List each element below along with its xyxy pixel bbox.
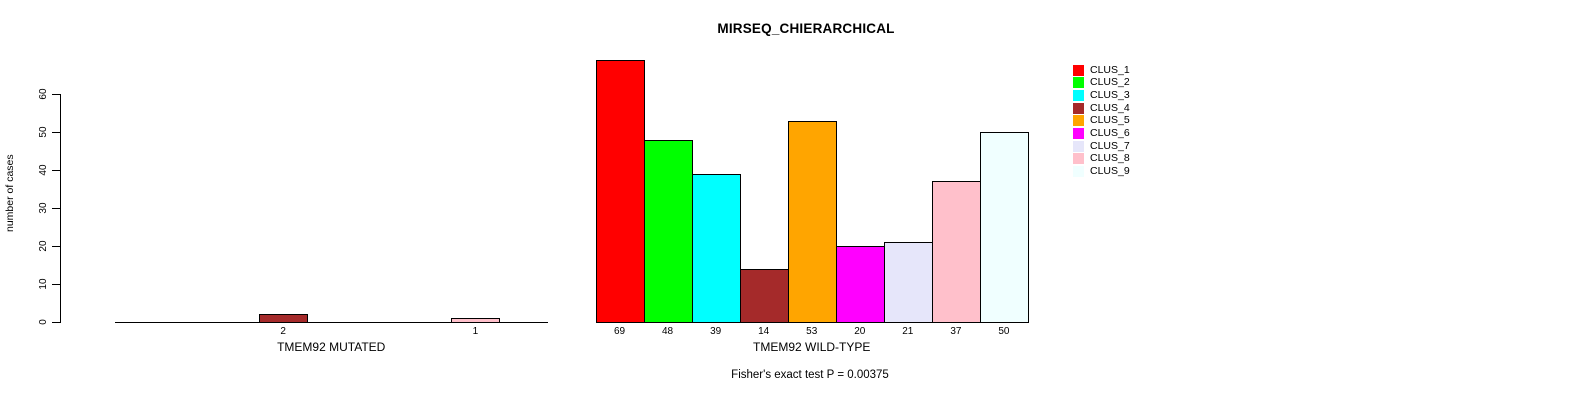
- y-tick-label: 40: [38, 164, 49, 176]
- y-tick: [52, 132, 60, 134]
- y-tick: [52, 322, 60, 324]
- bar: [691, 173, 741, 324]
- legend-swatch: [1073, 166, 1084, 178]
- fisher-test-annotation: Fisher's exact test P = 0.00375: [731, 369, 889, 381]
- bar-value-label: 14: [758, 326, 770, 337]
- zero-bar-line: [307, 322, 357, 324]
- zero-bar-line: [499, 322, 549, 324]
- bar-value-label: 37: [950, 326, 962, 337]
- y-tick: [52, 246, 60, 248]
- bar: [259, 314, 309, 324]
- bar: [451, 318, 501, 324]
- group-label: TMEM92 WILD-TYPE: [753, 340, 871, 354]
- bar: [979, 132, 1029, 324]
- bar: [643, 139, 693, 324]
- bar: [835, 246, 885, 324]
- legend-label: CLUS_3: [1090, 88, 1130, 101]
- bar-value-label: 39: [710, 326, 722, 337]
- y-tick: [52, 284, 60, 286]
- chart-title: MIRSEQ_CHIERARCHICAL: [717, 21, 895, 36]
- legend-swatch: [1073, 89, 1084, 101]
- bar-value-label: 69: [613, 326, 626, 337]
- legend-swatch: [1073, 140, 1084, 152]
- y-tick: [52, 170, 60, 172]
- legend-label: CLUS_7: [1090, 139, 1130, 152]
- y-axis-line: [60, 94, 62, 323]
- y-tick-label: 30: [38, 202, 49, 214]
- legend-label: CLUS_1: [1090, 63, 1130, 76]
- y-tick-label: 20: [38, 240, 49, 252]
- bar-value-label: 2: [280, 326, 286, 337]
- legend-label: CLUS_4: [1090, 101, 1130, 114]
- zero-bar-line: [403, 322, 453, 324]
- legend-swatch: [1073, 128, 1084, 139]
- y-tick-label: 50: [38, 126, 49, 138]
- legend-swatch: [1073, 77, 1084, 89]
- bar: [883, 242, 933, 324]
- bar-value-label: 1: [472, 326, 479, 337]
- y-tick: [52, 94, 60, 96]
- legend-label: CLUS_8: [1090, 152, 1130, 165]
- y-tick-label: 0: [38, 319, 49, 325]
- zero-bar-line: [115, 322, 165, 324]
- bar: [595, 59, 645, 324]
- bar-value-label: 20: [854, 326, 866, 337]
- legend-label: CLUS_9: [1090, 165, 1130, 178]
- zero-bar-line: [355, 322, 405, 324]
- group-label: TMEM92 MUTATED: [277, 340, 386, 354]
- bar-value-label: 50: [998, 326, 1010, 337]
- legend-label: CLUS_6: [1090, 127, 1130, 139]
- bar: [787, 120, 837, 324]
- legend-swatch: [1073, 115, 1084, 127]
- y-tick-label: 10: [38, 278, 49, 290]
- legend-label: CLUS_5: [1090, 114, 1130, 127]
- y-axis-label: number of cases: [4, 154, 16, 232]
- bar: [931, 181, 981, 324]
- legend-swatch: [1073, 102, 1084, 114]
- legend-label: CLUS_2: [1090, 76, 1130, 89]
- legend-swatch: [1073, 153, 1084, 165]
- legend-swatch: [1073, 64, 1084, 76]
- bar-value-label: 48: [662, 326, 674, 337]
- bar: [739, 268, 789, 324]
- y-tick-label: 60: [38, 88, 49, 100]
- bar-value-label: 21: [902, 326, 914, 337]
- zero-bar-line: [163, 322, 213, 324]
- bar-value-label: 53: [806, 326, 818, 337]
- zero-bar-line: [211, 322, 261, 324]
- y-tick: [52, 208, 60, 210]
